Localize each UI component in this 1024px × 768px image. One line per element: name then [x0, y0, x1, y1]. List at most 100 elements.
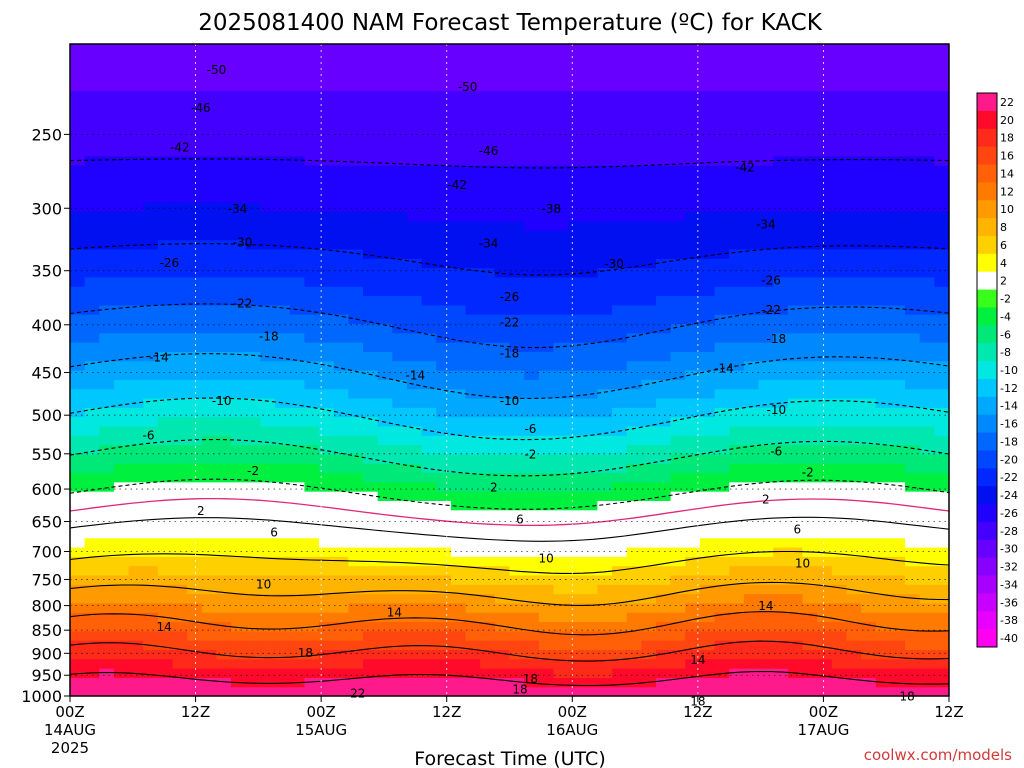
field-cell — [670, 360, 686, 371]
field-cell — [626, 183, 642, 194]
field-cell — [582, 574, 598, 585]
field-cell — [289, 90, 305, 101]
field-cell — [743, 388, 760, 399]
field-cell — [553, 276, 569, 287]
field-cell — [245, 90, 262, 101]
field-cell — [480, 323, 496, 334]
field-cell — [714, 574, 730, 585]
field-cell — [538, 630, 555, 641]
colorbar-swatch — [977, 521, 997, 541]
field-cell — [582, 211, 598, 222]
field-cell — [509, 90, 525, 101]
field-cell — [861, 668, 877, 678]
field-cell — [84, 481, 100, 492]
field-cell — [465, 630, 481, 641]
field-cell — [597, 230, 613, 241]
y-tick-label: 600 — [31, 480, 62, 499]
field-cell — [289, 388, 305, 399]
field-cell — [260, 640, 276, 651]
field-cell — [421, 565, 437, 576]
field-cell — [802, 44, 818, 54]
field-cell — [685, 220, 701, 231]
field-cell — [348, 193, 364, 203]
field-cell — [524, 640, 540, 651]
field-cell — [524, 360, 540, 371]
field-cell — [260, 239, 276, 250]
field-cell — [113, 155, 130, 166]
field-cell — [465, 323, 481, 334]
field-cell — [319, 193, 335, 203]
field-cell — [758, 435, 774, 446]
field-cell — [216, 360, 232, 371]
field-cell — [363, 71, 379, 82]
field-cell — [231, 211, 247, 222]
field-cell — [231, 127, 247, 138]
field-cell — [626, 658, 642, 669]
field-cell — [113, 407, 130, 418]
field-cell — [758, 593, 774, 604]
colorbar-swatch — [977, 378, 997, 398]
field-cell — [553, 397, 569, 408]
field-cell — [861, 165, 877, 175]
field-cell — [831, 630, 848, 641]
field-cell — [934, 44, 949, 54]
field-cell — [817, 118, 833, 129]
field-cell — [568, 248, 584, 259]
field-cell — [743, 630, 760, 641]
field-cell — [128, 435, 144, 446]
field-cell — [275, 453, 291, 464]
field-cell — [802, 174, 818, 185]
field-cell — [641, 565, 657, 576]
contour-label: -2 — [524, 447, 536, 461]
field-cell — [99, 174, 115, 185]
field-cell — [363, 602, 379, 613]
field-cell — [699, 230, 716, 241]
field-cell — [216, 397, 232, 408]
field-cell — [582, 323, 598, 334]
contour-label: -18 — [259, 329, 279, 343]
field-cell — [319, 342, 335, 352]
field-cell — [934, 165, 949, 175]
field-cell — [597, 220, 613, 231]
field-cell — [275, 323, 291, 334]
field-cell — [714, 584, 730, 595]
field-cell — [187, 258, 203, 269]
field-cell — [201, 155, 218, 166]
field-cell — [509, 127, 525, 138]
field-cell — [597, 528, 613, 539]
field-cell — [538, 658, 555, 669]
field-cell — [436, 546, 452, 557]
field-cell — [670, 137, 686, 148]
field-cell — [450, 668, 467, 678]
field-cell — [919, 388, 935, 399]
field-cell — [201, 509, 218, 520]
field-cell — [333, 314, 349, 325]
field-cell — [84, 546, 100, 557]
field-cell — [582, 286, 598, 297]
field-cell — [363, 230, 379, 241]
field-cell — [934, 612, 949, 623]
field-cell — [480, 491, 496, 501]
field-cell — [231, 584, 247, 595]
field-cell — [582, 435, 598, 446]
colorbar-swatch — [977, 182, 997, 201]
field-cell — [480, 425, 496, 436]
field-cell — [128, 370, 144, 380]
field-cell — [216, 44, 232, 54]
field-cell — [685, 491, 701, 501]
field-cell — [553, 472, 569, 483]
field-cell — [758, 360, 774, 371]
field-cell — [363, 546, 379, 557]
field-cell — [656, 304, 672, 315]
field-cell — [582, 127, 598, 138]
field-cell — [465, 118, 481, 129]
field-cell — [201, 211, 218, 222]
field-cell — [421, 435, 437, 446]
field-cell — [450, 500, 467, 511]
field-cell — [363, 444, 379, 455]
field-cell — [201, 323, 218, 334]
field-cell — [582, 472, 598, 483]
field-cell — [70, 276, 86, 287]
field-cell — [890, 99, 906, 110]
field-cell — [905, 220, 921, 231]
